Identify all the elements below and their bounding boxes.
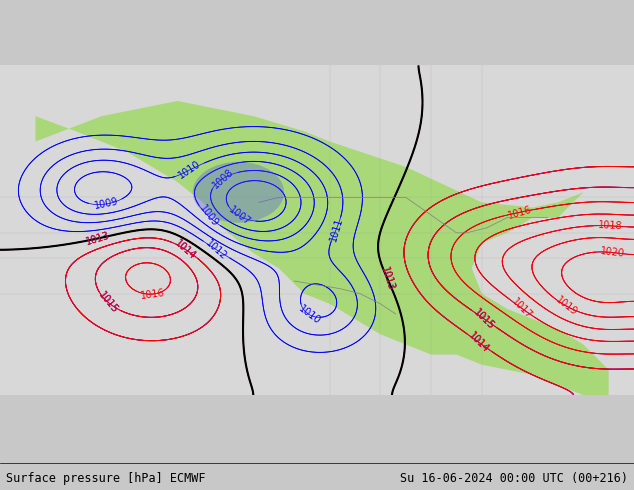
Text: 1016: 1016 [507,204,533,220]
Text: 1018: 1018 [598,220,623,232]
Text: 1016: 1016 [140,288,165,300]
Text: 1015: 1015 [96,290,120,315]
Ellipse shape [193,162,284,222]
Text: 1014: 1014 [467,330,491,355]
Text: 1012: 1012 [204,238,229,262]
Text: 1013: 1013 [84,230,111,247]
Text: Su 16-06-2024 00:00 UTC (00+216): Su 16-06-2024 00:00 UTC (00+216) [399,472,628,485]
Text: 1013: 1013 [379,266,396,293]
Text: 1015: 1015 [96,290,120,315]
Polygon shape [36,101,609,395]
Text: 1017: 1017 [509,296,534,320]
Text: 1010: 1010 [297,303,322,326]
Text: 1014: 1014 [172,238,198,261]
Text: 1009: 1009 [197,203,220,229]
Text: 1015: 1015 [472,307,496,331]
Text: 1010: 1010 [177,159,203,181]
Text: 1011: 1011 [328,216,344,243]
Text: 1013: 1013 [379,266,396,293]
Text: 1020: 1020 [600,246,626,259]
Text: 1014: 1014 [467,330,491,355]
Text: 1007: 1007 [227,205,252,228]
Text: 1008: 1008 [210,167,235,191]
Text: 1013: 1013 [84,230,111,247]
Text: 1014: 1014 [172,238,198,261]
Text: 1015: 1015 [472,307,496,331]
Text: 1019: 1019 [553,294,579,318]
Text: Surface pressure [hPa] ECMWF: Surface pressure [hPa] ECMWF [6,472,206,485]
Text: 1009: 1009 [93,196,119,211]
